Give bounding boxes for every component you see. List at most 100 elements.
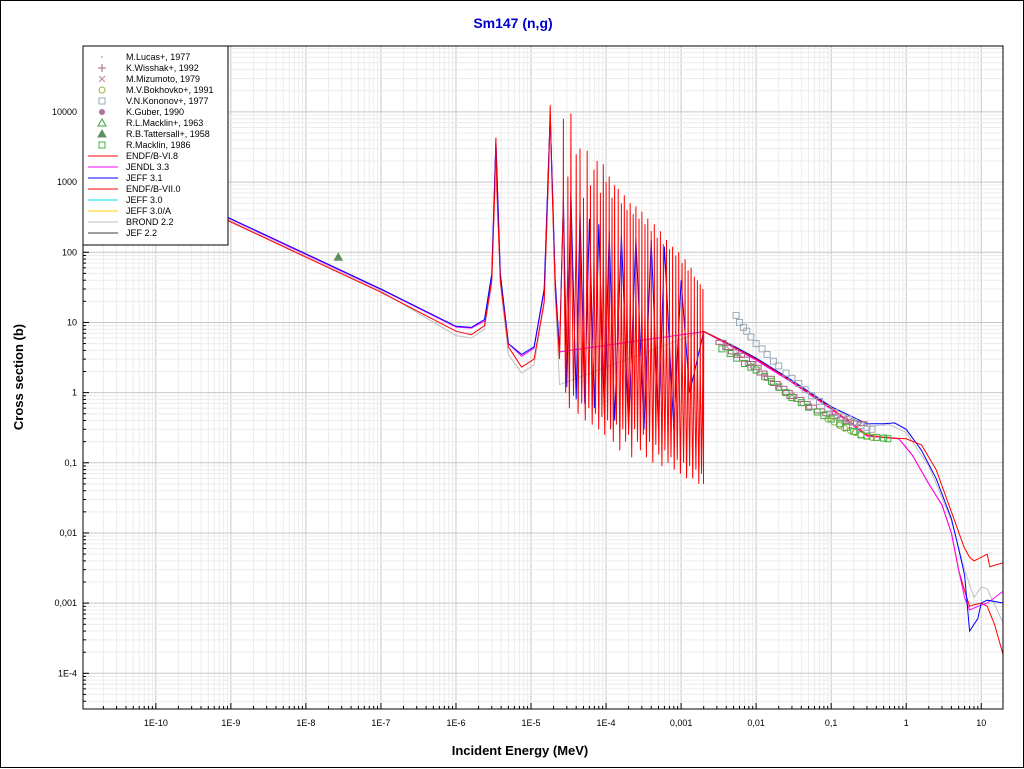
data-point [856, 421, 868, 427]
x-tick-label: 1E-4 [597, 718, 616, 728]
data-point [715, 339, 727, 345]
legend-label: M.V.Bokhovko+, 1991 [126, 85, 213, 95]
data-point [750, 364, 762, 370]
data-point [788, 391, 796, 399]
legend-label: M.Lucas+, 1977 [126, 52, 190, 62]
data-point [820, 412, 828, 420]
legend-label: ENDF/B-VII.0 [126, 184, 181, 194]
x-tick-label: 1 [904, 718, 909, 728]
data-point [733, 354, 741, 362]
y-tick-label: 0,01 [59, 528, 77, 538]
legend-marker-icon [97, 117, 107, 127]
chart-title: Sm147 (n,g) [473, 15, 552, 31]
data-point [736, 351, 743, 358]
legend-marker-icon [97, 128, 107, 138]
x-tick-label: 1E-9 [221, 718, 240, 728]
data-point [884, 435, 892, 443]
data-point [767, 377, 775, 385]
data-point [842, 423, 850, 431]
data-point [788, 394, 796, 402]
data-point [763, 350, 771, 358]
data-point [863, 432, 871, 440]
legend-marker-icon [98, 75, 106, 83]
legend-label: M.Mizumoto, 1979 [126, 74, 200, 84]
data-point [824, 404, 832, 412]
legend-label: K.Wisshak+, 1992 [126, 63, 199, 73]
y-tick-label: 1 [72, 388, 77, 398]
data-point [747, 333, 755, 341]
x-tick-label: 1E-8 [296, 718, 315, 728]
axis-ticks: 1E-10 1E-9 1E-8 1E-7 1E-6 1E-5 1E-4 0,001 0,01 0,… [52, 48, 986, 728]
legend-marker-icon [99, 109, 105, 115]
legend-marker-icon [98, 97, 106, 105]
data-point [782, 389, 790, 397]
data-point [722, 342, 730, 350]
data-point [850, 427, 858, 435]
series-v-n-kononov-1977 [732, 311, 876, 433]
legend-label: JEF 2.2 [126, 228, 157, 238]
series-r-macklin-1986 [718, 345, 892, 443]
x-tick-label: 1E-10 [144, 718, 168, 728]
plot-border [82, 45, 1004, 710]
data-point [880, 434, 888, 442]
x-axis-label: Incident Energy (MeV) [452, 743, 589, 758]
data-point [752, 366, 760, 374]
data-point [857, 431, 865, 439]
legend-marker-icon [98, 64, 106, 72]
data-point [868, 433, 876, 441]
legend-marker-icon [98, 141, 106, 149]
x-tick-label: 0,01 [747, 718, 765, 728]
legend-marker-icon [98, 86, 106, 94]
y-tick-label: 1000 [57, 177, 77, 187]
legend-label: R.Macklin, 1986 [126, 140, 191, 150]
legend-label: R.B.Tattersall+, 1958 [126, 129, 210, 139]
legend-label: R.L.Macklin+, 1963 [126, 118, 203, 128]
data-point [808, 392, 816, 400]
data-point [813, 408, 821, 416]
data-point [801, 386, 809, 394]
legend-label: JENDL 3.3 [126, 162, 169, 172]
series-r-b-tattersall-1958 [333, 252, 344, 261]
data-point [735, 318, 743, 326]
data-point [758, 345, 766, 353]
x-tick-label: 10 [976, 718, 986, 728]
curve-endf-b-vi-8 [83, 105, 1003, 568]
x-tick-label: 1E-6 [446, 718, 465, 728]
x-tick-label: 0,1 [825, 718, 838, 728]
data-point [743, 327, 751, 335]
x-tick-label: 1E-5 [522, 718, 541, 728]
data-point [761, 372, 769, 380]
legend-label: JEFF 3.1 [126, 173, 163, 183]
legend-marker-icon [101, 56, 103, 58]
data-point [769, 357, 777, 365]
data-point [816, 397, 824, 405]
y-tick-label: 1E-4 [58, 668, 77, 678]
data-point [797, 399, 805, 407]
y-tick-label: 100 [62, 247, 77, 257]
data-point [752, 340, 760, 348]
data-point [795, 379, 803, 387]
data-point [788, 374, 796, 382]
y-axis-label: Cross section (b) [11, 324, 26, 430]
data-point [836, 420, 844, 428]
data-point [761, 371, 769, 379]
y-tick-label: 0,1 [64, 458, 77, 468]
data-point [775, 362, 783, 370]
data-point [732, 311, 740, 319]
data-point [805, 403, 813, 411]
data-point [741, 359, 749, 367]
data-point [868, 425, 876, 433]
data-point [863, 423, 871, 431]
y-tick-label: 0,001 [54, 598, 77, 608]
data-point [333, 252, 344, 261]
data-point [840, 424, 848, 432]
legend-label: BROND 2.2 [126, 217, 174, 227]
legend-label: K.Guber, 1990 [126, 107, 184, 117]
y-tick-label: 10000 [52, 107, 77, 117]
y-tick-label: 10 [67, 317, 77, 327]
data-point [850, 418, 858, 426]
legend-label: JEFF 3.0 [126, 195, 163, 205]
